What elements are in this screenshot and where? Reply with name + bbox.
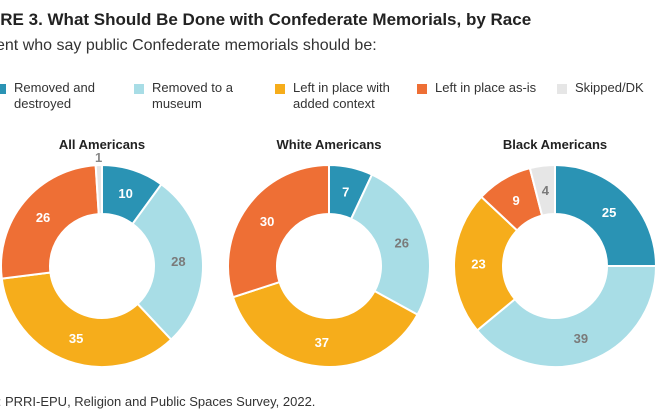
legend-item-skipped: Skipped/DK (557, 80, 660, 96)
donut-title: White Americans (277, 137, 382, 152)
legend-swatch (275, 84, 285, 94)
legend-item-added-context: Left in place with added context (275, 80, 403, 112)
legend-swatch (417, 84, 427, 94)
slice-value-label: 37 (315, 335, 329, 350)
source-note: ce: PRRI-EPU, Religion and Public Spaces… (0, 394, 316, 409)
slice-value-label: 30 (260, 214, 274, 229)
slice-removed-museum (131, 182, 204, 342)
legend-item-removed-destroyed: Removed and destroyed (0, 80, 124, 112)
legend-item-removed-museum: Removed to a museum (134, 80, 262, 112)
slice-value-label: 7 (342, 184, 349, 199)
slice-added-context (453, 195, 519, 332)
legend-label: Skipped/DK (575, 80, 644, 95)
chart-title: URE 3. What Should Be Done with Confeder… (0, 10, 532, 29)
slice-removed-destroyed (554, 163, 658, 267)
slice-skipped (528, 163, 556, 217)
slice-added-context (0, 271, 173, 368)
chart-subtitle: cent who say public Confederate memorial… (0, 37, 377, 54)
slice-value-label: 23 (471, 257, 485, 272)
slice-value-label: 35 (69, 331, 83, 346)
donut-white-americans: White Americans 7 26 37 30 (227, 137, 431, 368)
legend-swatch (0, 84, 6, 94)
legend-item-as-is: Left in place as-is (417, 80, 555, 96)
legend-swatch (134, 84, 144, 94)
donut-title: Black Americans (503, 137, 607, 152)
donut-black-americans: Black Americans 25 39 23 9 4 (453, 137, 658, 368)
slice-value-label: 25 (602, 205, 616, 220)
legend: Removed and destroyed Removed to a museu… (0, 80, 660, 120)
slice-value-label: 10 (118, 186, 132, 201)
slice-value-label: 1 (95, 150, 102, 165)
slice-value-label: 26 (395, 235, 409, 250)
legend-label: Removed to a museum (152, 80, 233, 111)
legend-label: Removed and destroyed (14, 80, 95, 111)
slice-skipped (94, 163, 103, 216)
slice-value-label: 28 (171, 254, 185, 269)
slice-as-is (0, 164, 100, 280)
slice-value-label: 9 (512, 193, 519, 208)
slice-value-label: 4 (542, 183, 550, 198)
legend-label: Left in place with added context (293, 80, 390, 111)
legend-swatch (557, 84, 567, 94)
donut-charts: All Americans 10 28 35 26 1 White Americans 7 26… (0, 137, 658, 368)
slice-added-context (231, 280, 419, 368)
legend-label: Left in place as-is (435, 80, 537, 95)
slice-as-is (227, 163, 330, 299)
donut-all-americans: All Americans 10 28 35 26 1 (0, 137, 204, 368)
slice-value-label: 26 (36, 210, 50, 225)
slice-value-label: 39 (574, 331, 588, 346)
slice-removed-museum (475, 265, 658, 368)
donut-title: All Americans (59, 137, 145, 152)
slice-removed-museum (349, 173, 431, 317)
